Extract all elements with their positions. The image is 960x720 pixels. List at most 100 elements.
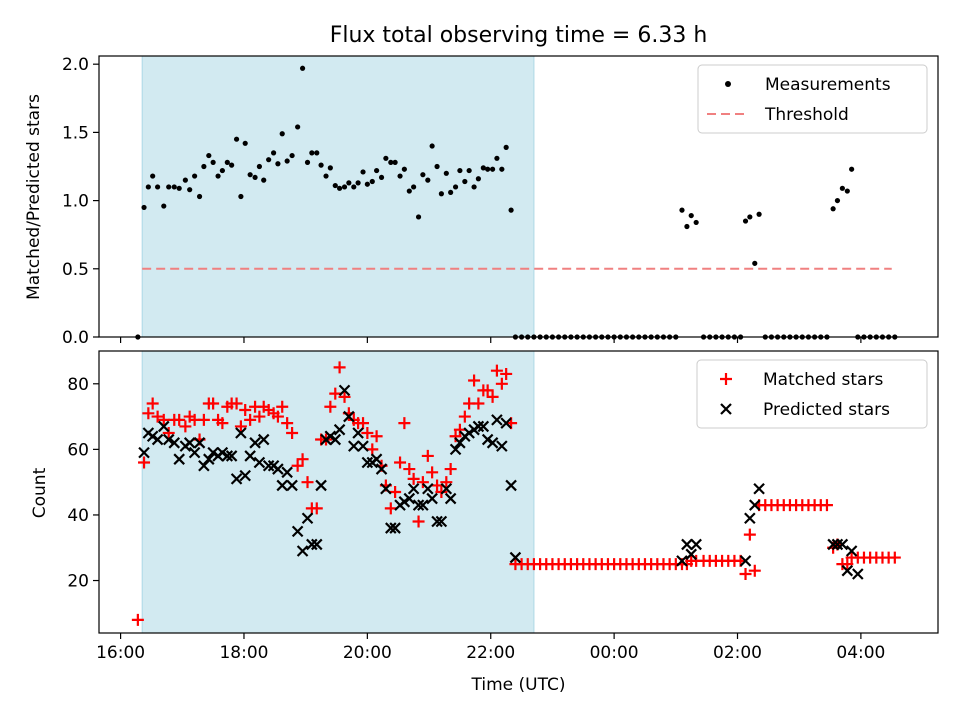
measurement-point [388, 159, 394, 165]
top-legend-box [697, 64, 928, 134]
predicted-star-point [138, 446, 150, 459]
predicted-star-point [244, 450, 256, 462]
matched-star-point [244, 413, 257, 426]
predicted-star-point [333, 423, 346, 436]
measurement-point [839, 185, 845, 191]
predicted-star-point [257, 433, 270, 446]
measurement-point [374, 167, 380, 174]
measurement-point [747, 214, 753, 220]
matched-star-point [490, 364, 503, 377]
matched-star-point [216, 417, 229, 430]
top-legend: Measurements Threshold [697, 64, 928, 134]
matched-star-point [384, 502, 397, 515]
predicted-star-point [845, 545, 858, 557]
predicted-star-point [306, 538, 318, 551]
measurement-point [215, 173, 221, 179]
measurement-point [219, 167, 225, 174]
measurement-point [355, 180, 361, 186]
measurement-point [270, 150, 277, 156]
matched-star-point [888, 551, 901, 564]
matched-star-point [138, 456, 151, 469]
matched-star-point [230, 397, 243, 410]
measurement-point [233, 136, 240, 142]
predicted-star-point [162, 433, 175, 446]
matched-star-point [151, 410, 164, 423]
predicted-star-point [375, 463, 388, 475]
chart-title: Flux total observing time = 6.33 h [330, 23, 708, 48]
predicted-star-point [168, 437, 181, 449]
top-panel: 0.00.51.01.52.0 Matched/Predicted stars … [24, 55, 939, 348]
measurement-point [171, 184, 177, 190]
measurement-point [161, 203, 167, 209]
matched-star-point [748, 564, 761, 577]
predicted-star-point [291, 525, 304, 538]
matched-star-point [500, 367, 513, 380]
measurement-point [155, 184, 161, 190]
matched-star-point [234, 420, 247, 433]
matched-star-point [394, 456, 407, 469]
predicted-star-point [852, 568, 864, 580]
matched-star-point [389, 486, 402, 498]
matched-star-point [333, 361, 346, 374]
matched-star-point [253, 410, 266, 423]
matched-star-point [412, 515, 425, 528]
matched-star-point [281, 417, 294, 430]
predicted-star-point [357, 440, 369, 452]
predicted-star-point [841, 564, 854, 577]
predicted-star-point [496, 440, 508, 452]
measurement-point [466, 167, 472, 174]
measurement-point [849, 166, 855, 172]
predicted-stars-points [138, 384, 864, 580]
measurement-point [411, 184, 417, 190]
measurement-point [166, 184, 172, 190]
measurement-point [378, 174, 385, 181]
measurement-point [434, 163, 440, 170]
predicted-star-point [412, 499, 425, 511]
measurement-point [299, 65, 306, 71]
predicted-star-point [505, 479, 517, 492]
measurement-point [229, 162, 235, 168]
matched-star-point [366, 443, 379, 456]
x-tick-label: 18:00 [219, 643, 268, 663]
bottom-y-axis-label: Count [30, 467, 50, 518]
measurement-point [266, 157, 272, 163]
measurement-point [327, 165, 333, 171]
measurement-point [364, 181, 370, 187]
predicted-star-point [203, 453, 215, 465]
measurement-point [242, 140, 248, 146]
predicted-star-point [407, 482, 420, 495]
measurement-point [462, 178, 468, 185]
legend-predicted-label: Predicted stars [763, 400, 890, 420]
matched-star-point [173, 413, 186, 426]
matched-star-point [370, 430, 383, 443]
legend-measurements-label: Measurements [765, 75, 891, 95]
matched-star-point [296, 453, 309, 466]
matched-star-point [162, 426, 175, 439]
measurement-point [397, 173, 403, 179]
predicted-star-point [385, 522, 397, 534]
predicted-star-point [748, 499, 761, 511]
predicted-star-point [681, 538, 693, 551]
matched-star-point [361, 426, 374, 439]
predicted-star-point [676, 555, 688, 567]
y-tick-label: 0.5 [62, 260, 89, 280]
predicted-star-point [403, 492, 416, 505]
matched-star-point [301, 476, 314, 489]
measurement-point [688, 212, 694, 219]
measurement-point [150, 173, 156, 179]
matched-star-point [458, 410, 471, 423]
predicted-star-point [472, 420, 485, 433]
measurement-point [679, 207, 685, 213]
matched-stars-points [131, 361, 901, 626]
measurement-point [369, 178, 375, 185]
predicted-star-point [198, 459, 210, 472]
matched-star-point [481, 384, 494, 397]
measurement-point [192, 173, 198, 179]
matched-star-point [841, 558, 854, 571]
legend-threshold-label: Threshold [764, 105, 849, 125]
predicted-star-point [253, 456, 266, 469]
top-y-axis-label: Matched/Predicted stars [24, 94, 44, 300]
matched-star-point [431, 479, 444, 492]
measurement-point [471, 184, 477, 190]
measurement-point [452, 184, 459, 190]
